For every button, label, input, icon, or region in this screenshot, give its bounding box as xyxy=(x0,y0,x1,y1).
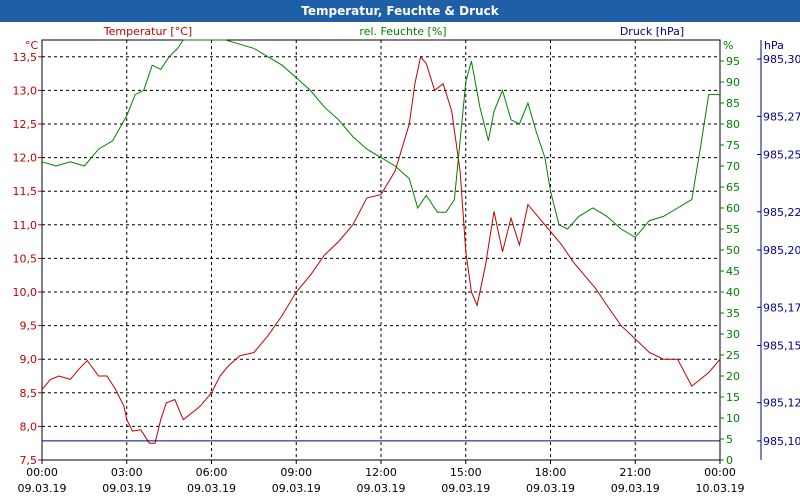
humidity-tick-label-8: 40 xyxy=(726,286,740,299)
humidity-unit-label: % xyxy=(723,39,733,52)
temperature-line xyxy=(41,55,721,444)
date-tick-label-6: 09.03.19 xyxy=(526,482,575,495)
temperature-tick-label-11: 13,0 xyxy=(13,84,38,97)
temperature-tick-label-7: 11,0 xyxy=(13,219,38,232)
temperature-tick-label-1: 8,0 xyxy=(20,420,38,433)
chart: 7,5 8,0 8,5 9,0 9,5 10,0 10,5 11,0 11,5 12,0 12,5 1… xyxy=(13,25,800,495)
temperature-tick-label-12: 13,5 xyxy=(13,51,38,64)
pressure-unit-label: hPa xyxy=(764,39,784,52)
date-tick-label-1: 09.03.19 xyxy=(102,482,151,495)
temperature-unit-label: °C xyxy=(25,39,39,52)
humidity-tick-label-11: 55 xyxy=(726,223,740,236)
pressure-axis: 985,10 985,12 985,15 985,17 985,20 985,22 985,… xyxy=(757,40,800,460)
humidity-tick-label-12: 60 xyxy=(726,202,740,215)
temperature-legend: Temperatur [°C] xyxy=(103,25,192,38)
pressure-tick-label-2: 985,15 xyxy=(763,339,800,352)
grid xyxy=(42,40,720,460)
pressure-tick-label-1: 985,12 xyxy=(763,397,800,410)
humidity-tick-label-17: 85 xyxy=(726,97,740,110)
date-tick-label-5: 09.03.19 xyxy=(441,482,490,495)
temperature-tick-label-9: 12,0 xyxy=(13,152,38,165)
humidity-tick-label-9: 45 xyxy=(726,265,740,278)
humidity-tick-label-13: 65 xyxy=(726,181,740,194)
time-tick-label-7: 21:00 xyxy=(619,466,651,479)
temperature-tick-label-6: 10,5 xyxy=(13,252,38,265)
temperature-tick-label-3: 9,0 xyxy=(20,353,38,366)
series-group xyxy=(41,39,721,444)
humidity-tick-label-5: 25 xyxy=(726,349,740,362)
humidity-tick-label-7: 35 xyxy=(726,307,740,320)
pressure-tick-label-5: 985,22 xyxy=(763,206,800,219)
pressure-tick-label-0: 985,10 xyxy=(763,435,800,448)
time-tick-label-0: 00:00 xyxy=(26,466,58,479)
humidity-tick-label-15: 75 xyxy=(726,139,740,152)
date-tick-label-3: 09.03.19 xyxy=(272,482,321,495)
time-tick-label-6: 18:00 xyxy=(535,466,567,479)
pressure-legend: Druck [hPa] xyxy=(620,25,684,38)
time-tick-label-2: 06:00 xyxy=(196,466,228,479)
time-tick-label-5: 15:00 xyxy=(450,466,482,479)
date-tick-label-0: 09.03.19 xyxy=(18,482,67,495)
humidity-tick-label-3: 15 xyxy=(726,391,740,404)
humidity-tick-label-4: 20 xyxy=(726,370,740,383)
time-tick-label-1: 03:00 xyxy=(111,466,143,479)
time-tick-label-8: 00:00 xyxy=(704,466,736,479)
humidity-tick-label-1: 5 xyxy=(726,433,733,446)
humidity-tick-label-10: 50 xyxy=(726,244,740,257)
temperature-tick-label-5: 10,0 xyxy=(13,286,38,299)
window-title: Temperatur, Feuchte & Druck xyxy=(0,0,800,22)
temperature-tick-label-8: 11,5 xyxy=(13,185,38,198)
date-tick-label-8: 10.03.19 xyxy=(696,482,745,495)
humidity-line xyxy=(41,39,720,239)
humidity-tick-label-16: 80 xyxy=(726,118,740,131)
humidity-axis: 0 5 10 15 20 25 30 35 40 45 50 55 60 65 70 75 80 85 90 95 xyxy=(720,55,740,467)
humidity-tick-label-2: 10 xyxy=(726,412,740,425)
temperature-axis: 7,5 8,0 8,5 9,0 9,5 10,0 10,5 11,0 11,5 12,0 12,5 1… xyxy=(13,51,42,467)
humidity-tick-label-14: 70 xyxy=(726,160,740,173)
pressure-tick-label-6: 985,25 xyxy=(763,149,800,162)
humidity-legend: rel. Feuchte [%] xyxy=(359,25,446,38)
time-tick-label-3: 09:00 xyxy=(280,466,312,479)
temperature-tick-label-4: 9,5 xyxy=(20,320,38,333)
humidity-tick-label-0: 0 xyxy=(726,454,733,467)
temperature-tick-label-0: 7,5 xyxy=(20,454,38,467)
time-axis: 00:00 09.03.19 03:00 09.03.19 06:00 09.03.19 0… xyxy=(18,460,745,495)
humidity-tick-label-6: 30 xyxy=(726,328,740,341)
date-tick-label-2: 09.03.19 xyxy=(187,482,236,495)
temperature-tick-label-2: 8,5 xyxy=(20,387,38,400)
temperature-tick-label-10: 12,5 xyxy=(13,118,38,131)
time-tick-label-4: 12:00 xyxy=(365,466,397,479)
humidity-tick-label-19: 95 xyxy=(726,55,740,68)
date-tick-label-4: 09.03.19 xyxy=(357,482,406,495)
pressure-tick-label-3: 985,17 xyxy=(763,301,800,314)
humidity-tick-label-18: 90 xyxy=(726,76,740,89)
date-tick-label-7: 09.03.19 xyxy=(611,482,660,495)
pressure-tick-label-8: 985,30 xyxy=(763,53,800,66)
pressure-tick-label-4: 985,20 xyxy=(763,244,800,257)
pressure-tick-label-7: 985,27 xyxy=(763,110,800,123)
